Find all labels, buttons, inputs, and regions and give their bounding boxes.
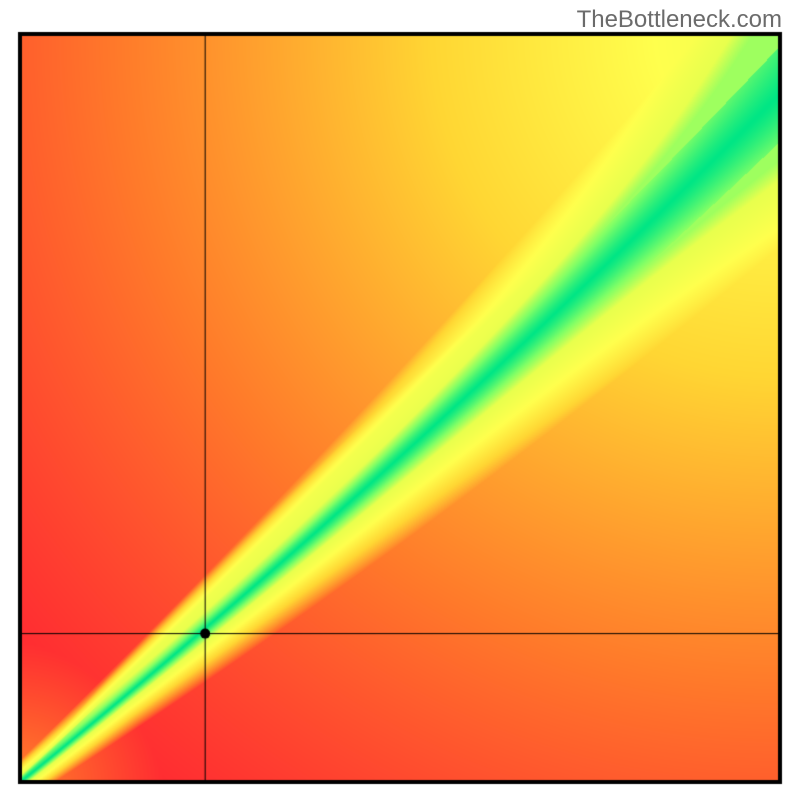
chart-container: TheBottleneck.com — [0, 0, 800, 800]
heatmap-canvas — [0, 0, 800, 800]
watermark-text: TheBottleneck.com — [577, 6, 782, 34]
